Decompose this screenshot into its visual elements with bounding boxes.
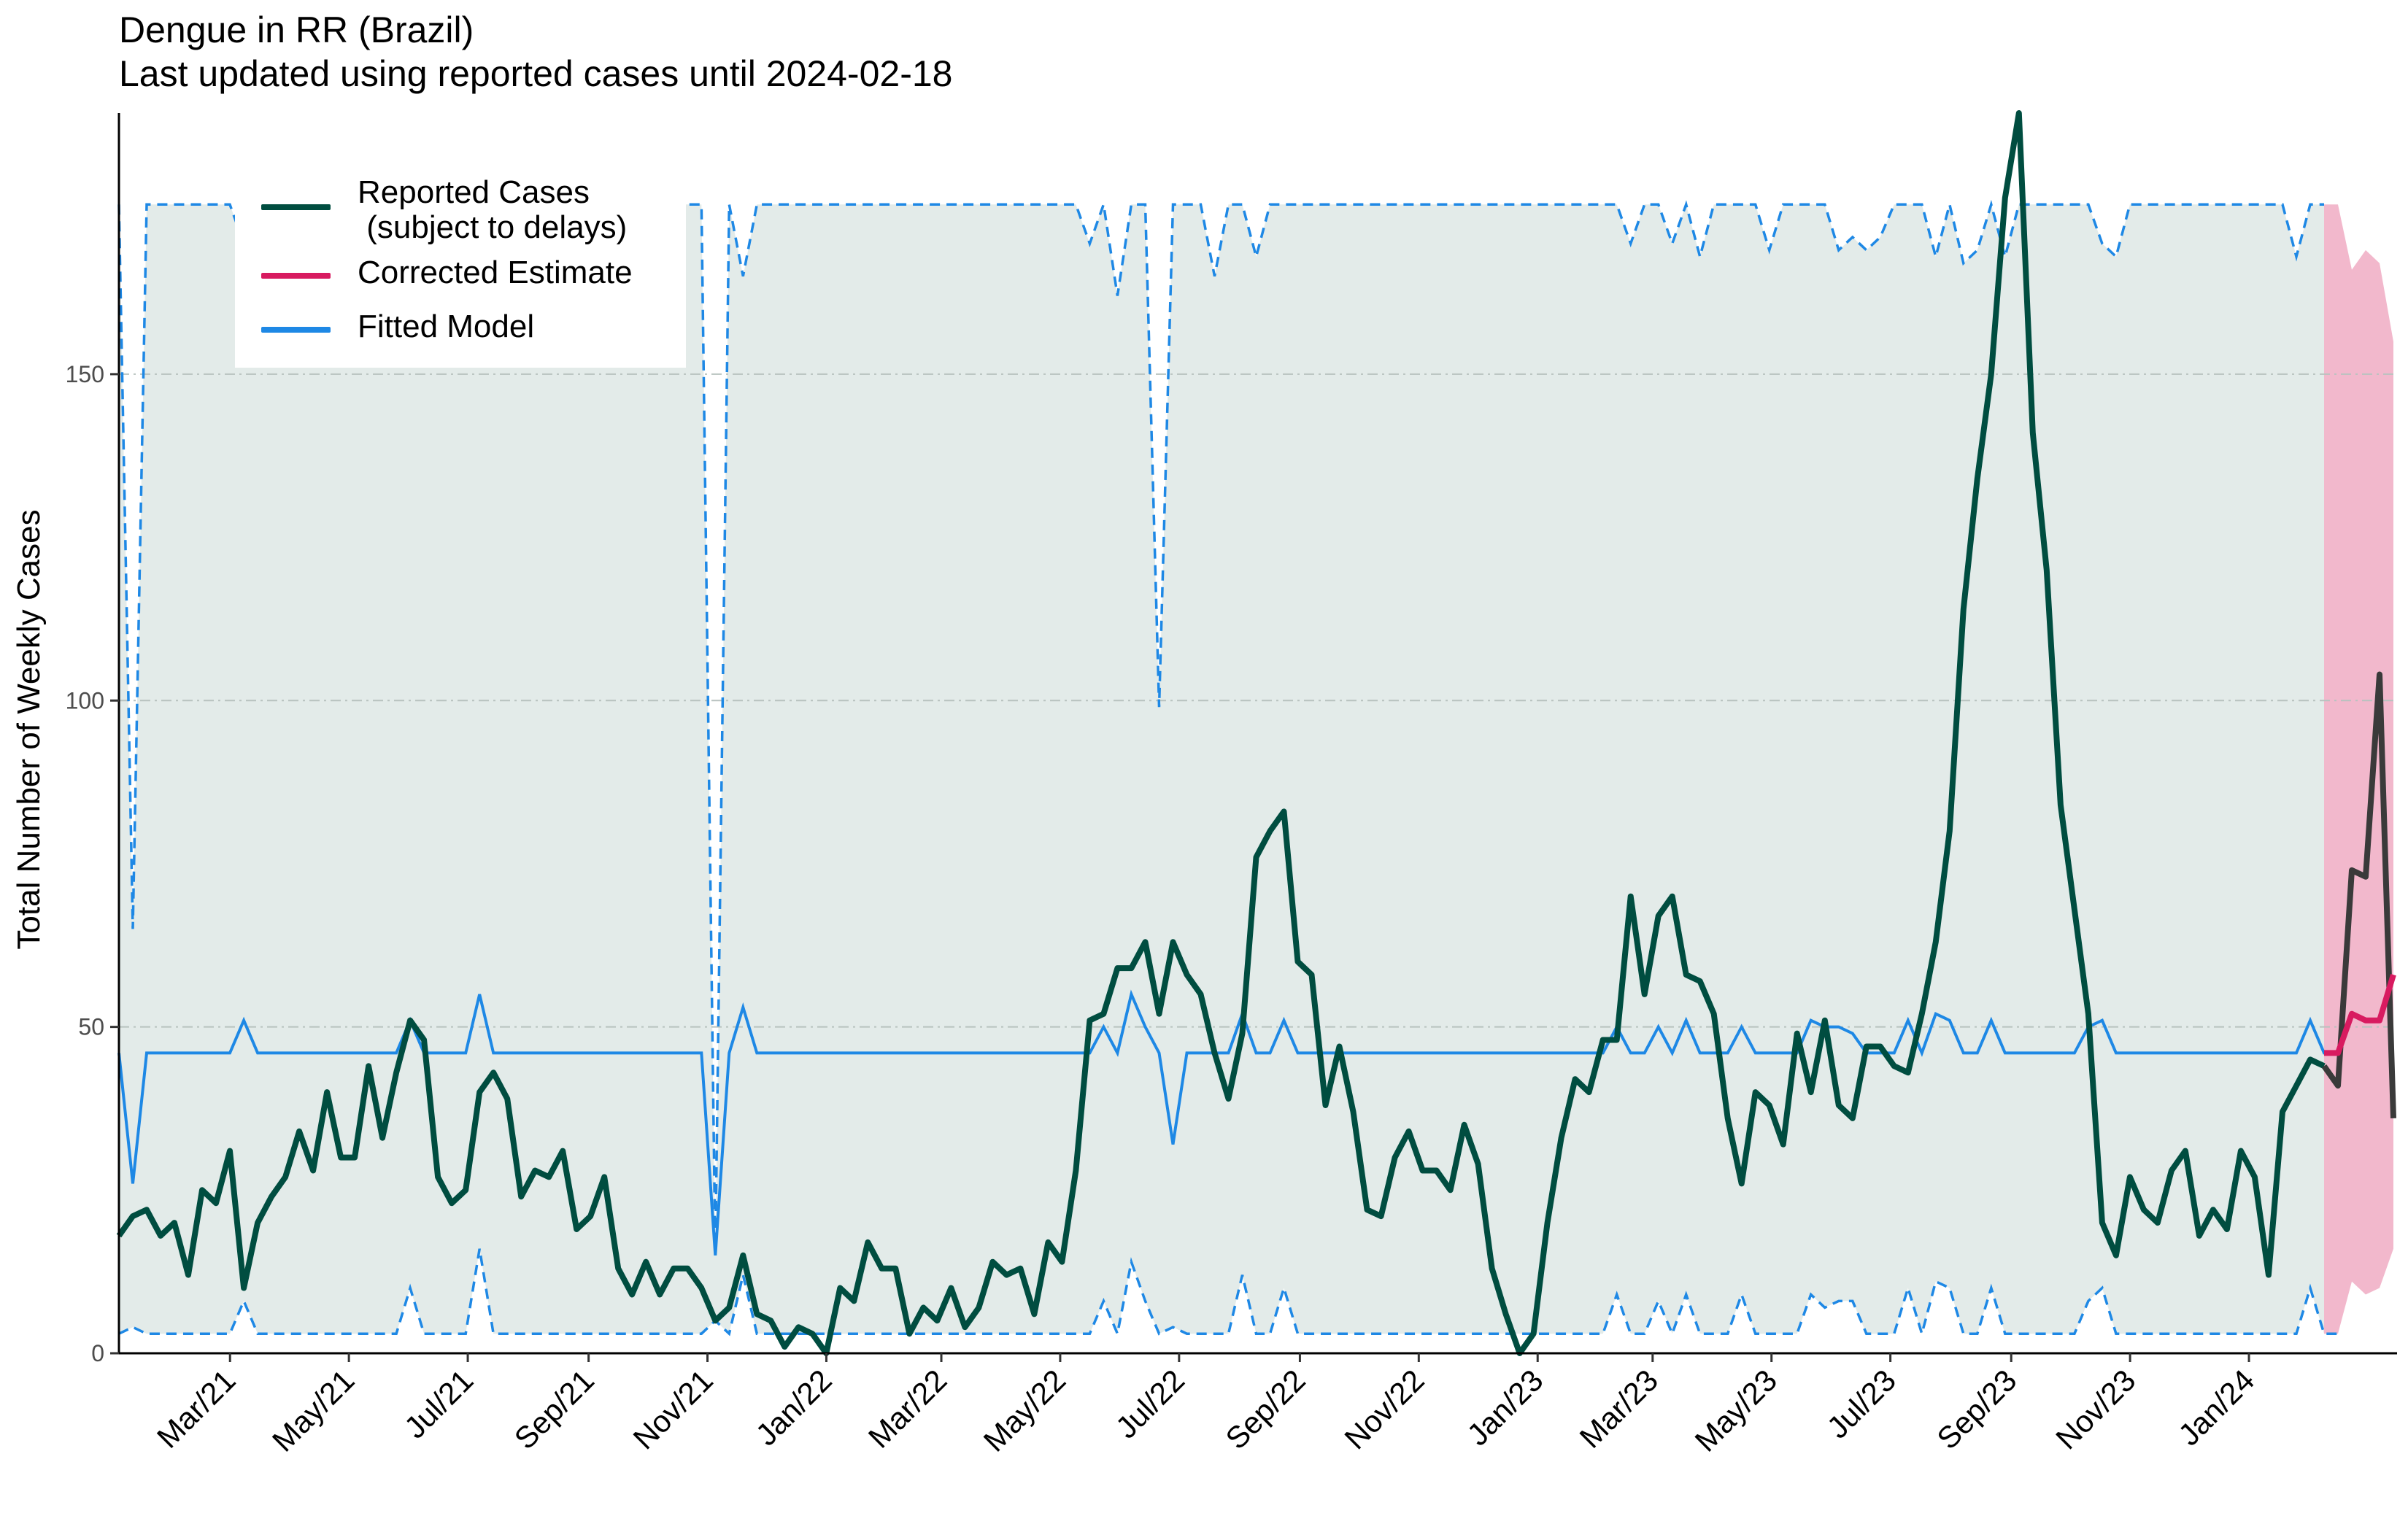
x-tick-label: Jan/24 xyxy=(2172,1363,2261,1452)
x-tick-label: Jul/22 xyxy=(1109,1363,1191,1444)
x-tick-label: Sep/21 xyxy=(508,1363,601,1455)
chart-subtitle: Last updated using reported cases until … xyxy=(119,53,953,94)
series-line-reported-cases xyxy=(116,110,2326,1356)
x-tick-label: Mar/22 xyxy=(862,1363,954,1455)
x-tick-label: Jul/23 xyxy=(1821,1363,1902,1444)
x-tick-label: Jan/22 xyxy=(749,1363,838,1452)
series-line-fitted-model xyxy=(117,989,2338,1256)
y-axis-label: Total Number of Weekly Cases xyxy=(11,509,47,950)
x-tick-label: Nov/22 xyxy=(1338,1363,1430,1455)
legend-swatch-corrected xyxy=(261,273,331,279)
x-tick-label: May/22 xyxy=(977,1363,1073,1458)
x-tick-label: Mar/23 xyxy=(1573,1363,1665,1455)
legend-swatch-reported xyxy=(261,204,331,210)
x-tick-label: Sep/22 xyxy=(1219,1363,1311,1455)
grid-lines xyxy=(119,373,2397,1028)
series-line-corrected-estimate xyxy=(2324,973,2396,1056)
x-tick-label: Nov/23 xyxy=(2049,1363,2142,1455)
x-tick-label: Nov/21 xyxy=(627,1363,719,1455)
legend-label-corrected: Corrected Estimate xyxy=(358,255,633,290)
legend-swatch-fitted xyxy=(261,327,331,333)
y-tick-label: 150 xyxy=(66,361,104,387)
y-tick-label: 50 xyxy=(78,1014,104,1040)
legend: Reported Cases (subject to delays) Corre… xyxy=(235,162,686,368)
series-line-reported-cases-recent xyxy=(2321,671,2396,1119)
prediction-interval-band xyxy=(119,204,2393,1334)
x-tick-label: Jan/23 xyxy=(1460,1363,1549,1452)
chart-title: Dengue in RR (Brazil) xyxy=(119,9,474,50)
legend-label-reported: Reported Cases (subject to delays) xyxy=(358,174,628,245)
axes xyxy=(110,113,2397,1362)
series-lines xyxy=(116,110,2396,1356)
legend-label-fitted: Fitted Model xyxy=(358,309,535,344)
x-tick-label: Jul/21 xyxy=(398,1363,479,1444)
x-tick-label: Sep/23 xyxy=(1930,1363,2023,1455)
lower-bound-line xyxy=(118,1248,2338,1339)
y-tick-label: 100 xyxy=(66,687,104,713)
x-tick-label: Mar/21 xyxy=(150,1363,242,1455)
x-tick-label: May/21 xyxy=(266,1363,361,1458)
interval-fill xyxy=(119,204,2324,1334)
y-tick-label: 0 xyxy=(91,1340,104,1366)
x-tick-label: May/23 xyxy=(1688,1363,1783,1458)
